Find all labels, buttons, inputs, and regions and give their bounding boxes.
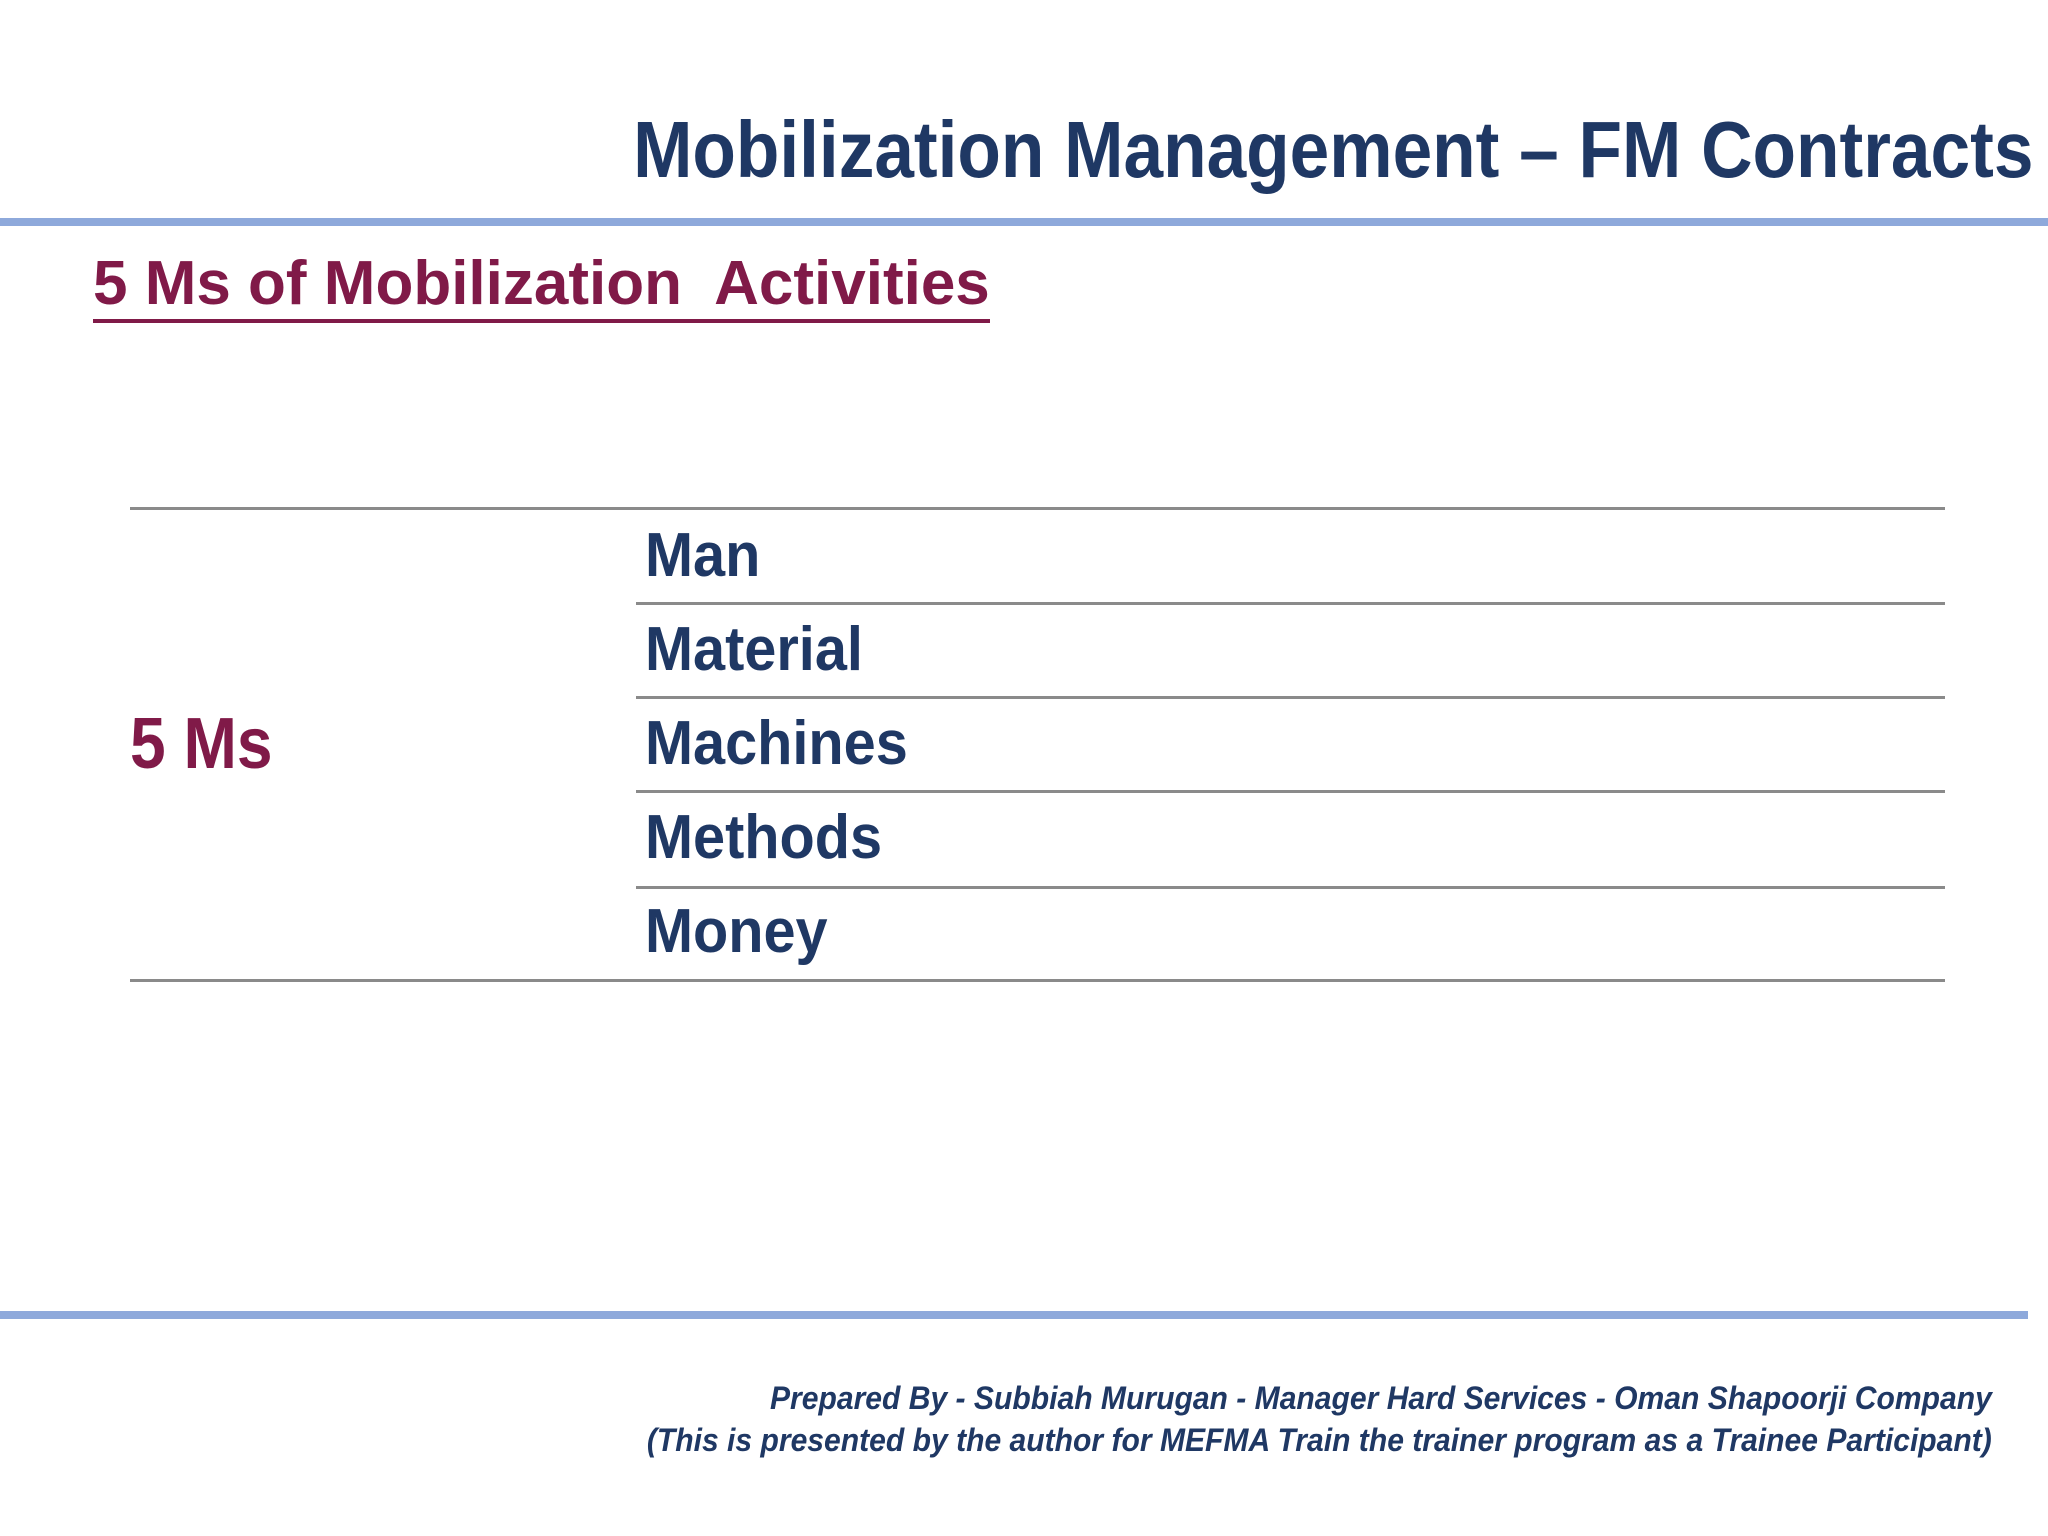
table-row-label-man: Man (645, 521, 761, 590)
table-row-line (636, 790, 1945, 793)
footer-divider-line (0, 1311, 2028, 1319)
table-row-line (636, 602, 1945, 605)
table-row-label-methods: Methods (645, 803, 883, 872)
table-row-label-money: Money (645, 897, 828, 966)
footer-credits: Prepared By - Subbiah Murugan - Manager … (647, 1378, 1992, 1461)
footer-credit-line1: Prepared By - Subbiah Murugan - Manager … (770, 1380, 1992, 1416)
table-row-label-material: Material (645, 615, 863, 684)
table-row-line (636, 696, 1945, 699)
title-divider-line (0, 218, 2048, 226)
table-row-label-machines: Machines (645, 709, 908, 778)
table-bottom-line (130, 979, 1945, 982)
section-heading: 5 Ms of Mobilization Activities (93, 248, 990, 324)
table-left-label: 5 Ms (130, 704, 273, 784)
footer-credit-line2: (This is presented by the author for MEF… (647, 1421, 1992, 1458)
slide-title: Mobilization Management – FM Contracts (632, 105, 2033, 194)
table-row-line (636, 886, 1945, 889)
table-top-line (130, 507, 1945, 510)
